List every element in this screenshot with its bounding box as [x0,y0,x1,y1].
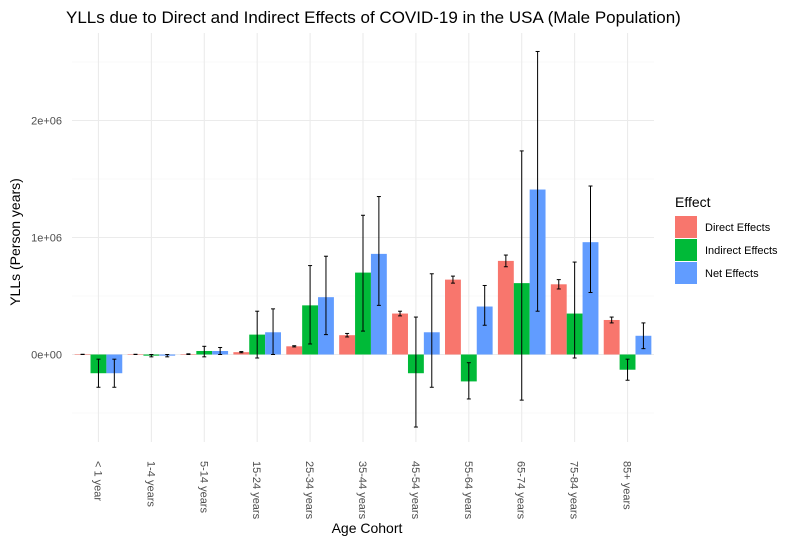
bar [497,260,514,355]
bar [339,335,356,355]
y-tick-label: 0e+00 [31,350,62,362]
bar [603,319,620,355]
error-bar [519,150,524,401]
error-bar [535,50,540,312]
error-bar [308,265,313,345]
error-bar [165,354,170,358]
chart-title: YLLs due to Direct and Indirect Effects … [66,8,681,27]
error-bar [186,353,191,355]
x-tick-label: 45-54 years [409,461,421,520]
error-bar [413,316,418,428]
error-bar [323,255,328,336]
error-bar [361,214,365,332]
x-tick-label: 25-34 years [303,461,315,520]
x-tick-label: 75-84 years [568,461,580,520]
error-bar [398,310,403,317]
error-bar [96,358,101,388]
error-bar [376,196,381,306]
x-tick-label: 55-64 years [462,461,474,520]
legend-label: Direct Effects [705,222,771,234]
x-tick-label: 15-24 years [250,461,262,520]
x-axis-title: Age Cohort [332,520,403,536]
legend-title: Effect [675,194,711,210]
bar [233,352,250,355]
error-bar [271,308,276,355]
error-bar [429,273,434,388]
error-bar [450,275,455,284]
error-bar [202,345,207,358]
error-bar [609,316,614,324]
error-bar [556,279,561,290]
error-bar [588,185,593,293]
bar [550,284,567,355]
error-bar [255,310,260,359]
x-tick-label: 85+ years [621,461,633,510]
x-tick-label: 5-14 years [197,461,209,513]
x-tick-label: 1-4 years [144,461,156,507]
bar [582,242,599,355]
error-bar [572,261,577,359]
x-tick-label: < 1 year [91,461,103,501]
error-bar [641,322,646,350]
error-bar [149,354,154,358]
y-tick-label: 2e+06 [31,116,62,128]
error-bar [239,351,244,354]
legend-key [675,262,697,284]
bar [476,306,493,355]
bar [286,346,303,355]
legend-key [675,216,697,238]
x-tick-label: 65-74 years [515,461,527,520]
x-tick-label: 35-44 years [356,461,368,520]
y-tick-labels: 0e+00 1e+06 2e+06 [31,116,62,362]
error-bar [466,362,471,400]
y-axis-title: YLLs (Person years) [7,178,23,306]
bar [445,279,461,355]
y-tick-label: 1e+06 [31,233,62,245]
error-bar [345,332,350,338]
bar [392,313,408,355]
legend-label: Indirect Effects [705,245,778,257]
x-tick-labels: < 1 year 1-4 years 5-14 years 15-24 years 25… [91,461,632,520]
error-bars [80,50,646,428]
error-bar [625,358,630,381]
error-bar [218,346,223,355]
legend-label: Net Effects [705,268,759,280]
legend: Effect Direct Effects Indirect Effects Net… [675,194,778,284]
legend-key [675,239,697,261]
error-bar [112,358,117,388]
error-bar [292,345,297,348]
error-bar [482,284,487,326]
error-bar [503,254,508,268]
